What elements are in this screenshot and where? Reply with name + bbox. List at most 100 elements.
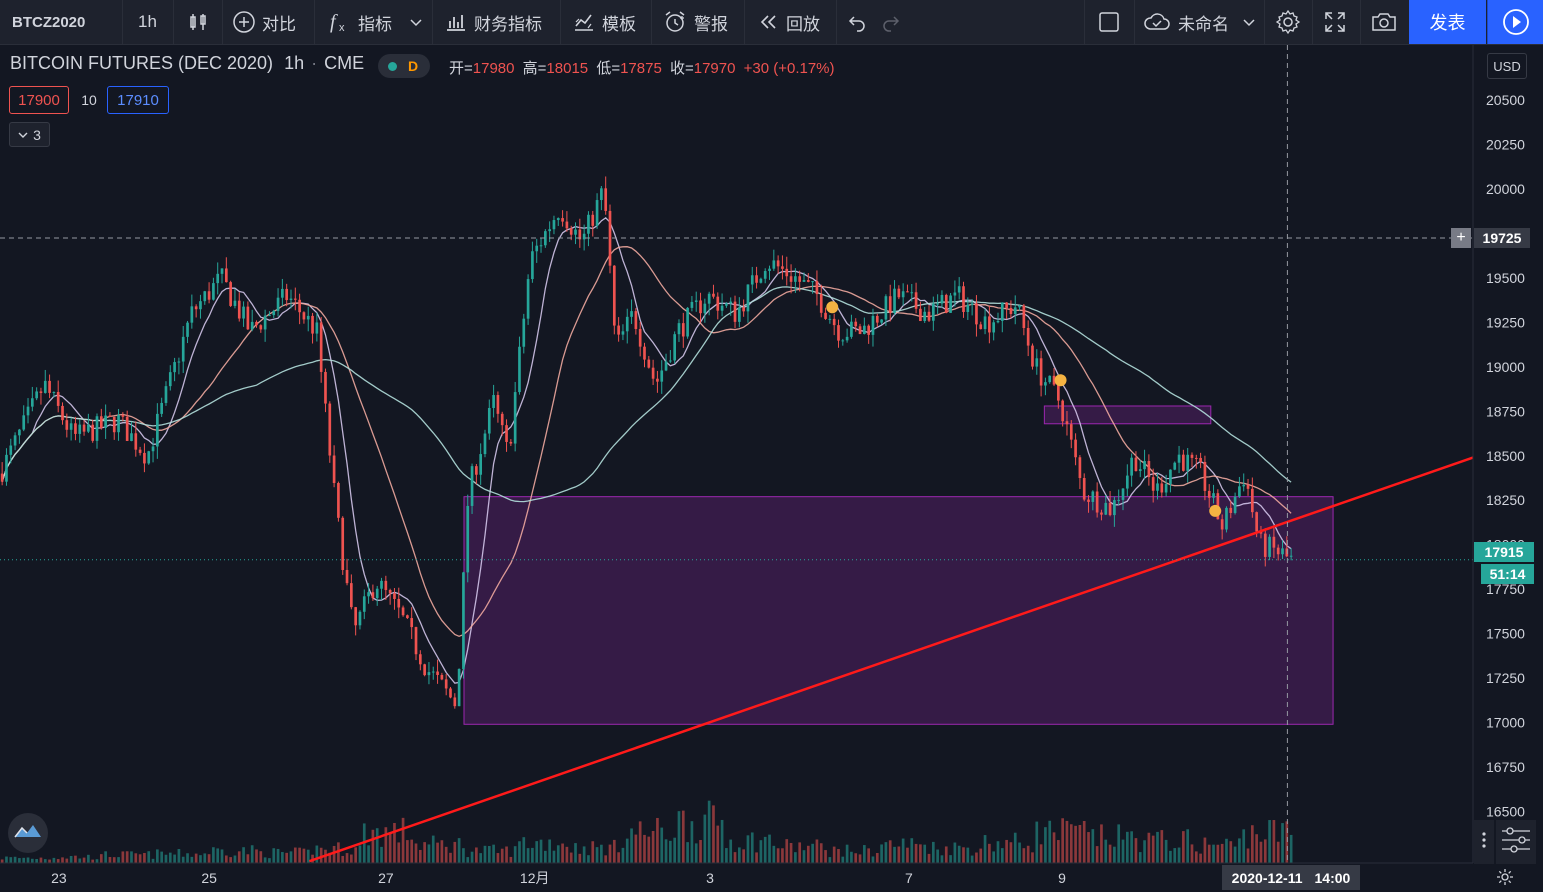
publish-button[interactable]: 发表 [1409,0,1486,44]
volume-bar [9,857,13,863]
candle [5,454,8,482]
candle [949,295,952,313]
moving-average-line-2 [1,286,1292,503]
tradingview-logo[interactable] [8,813,48,853]
symbol-search[interactable]: BTCZ2020 [12,0,85,44]
candle [1164,484,1168,493]
volume-bar [923,844,927,863]
candle [13,435,17,446]
volume-bar [276,848,280,863]
volume-bar [1177,847,1181,863]
sell-button[interactable]: 17900 [9,86,69,114]
chart-settings-button[interactable] [1494,868,1516,890]
volume-bar [556,845,560,863]
compare-button[interactable]: 对比 [232,0,296,44]
candle [694,300,698,302]
buy-button[interactable]: 17910 [107,86,169,114]
candle [604,188,608,211]
alert-button[interactable]: 警报 [662,0,728,44]
candle [1268,536,1271,557]
settings-button[interactable] [1275,0,1307,44]
object-tree-button[interactable] [1496,820,1536,864]
candle [1005,302,1008,308]
candle [660,370,664,382]
volume-bar [729,839,733,863]
replay-button[interactable]: 回放 [756,0,820,44]
candle [281,288,284,298]
price-axis-bg[interactable] [1473,45,1543,892]
indicators-toggle[interactable]: 3 [9,122,50,147]
price-tick-label: 18750 [1486,403,1525,419]
volume-bar [574,843,577,863]
redo-button[interactable] [880,0,908,44]
candle [1229,507,1233,513]
layout-toggle-button[interactable] [1097,0,1127,44]
symbol-legend[interactable]: BITCOIN FUTURES (DEC 2020) 1h · CME [10,53,365,73]
volume-bar [1130,831,1133,863]
add-price-alert-button[interactable]: + [1451,228,1471,248]
volume-bar [677,811,681,863]
volume-bar [48,859,51,863]
market-status-badge[interactable]: D [378,54,430,78]
volume-bar [897,846,901,863]
volume-bar [664,839,668,863]
candle [1082,478,1086,500]
fullscreen-button[interactable] [1323,0,1353,44]
templates-button[interactable]: 模板 [572,0,636,44]
price-tick-label: 18500 [1486,448,1525,464]
volume-bar [647,836,651,863]
volume-bar [1117,824,1121,863]
candle [61,405,64,421]
publish-label: 发表 [1429,13,1466,33]
candle [65,420,69,430]
snapshot-button[interactable] [1370,0,1404,44]
candle [983,316,987,330]
candle [957,286,961,293]
chart-style-button[interactable] [187,0,215,44]
volume-bar [255,849,258,863]
candle [1242,484,1246,487]
gear-icon [1496,868,1514,891]
candle [371,592,375,599]
candle [729,301,733,304]
candle [470,466,474,506]
candle [22,415,26,430]
candle [612,265,616,326]
cloud-layout-button[interactable]: 未命名 [1142,0,1229,44]
chevron-down-icon [408,14,424,30]
volume-bar [1207,844,1211,863]
candle [1190,454,1194,458]
volume-bar [901,838,905,863]
interval-button[interactable]: 1h [138,0,157,44]
more-tools-button[interactable] [1474,820,1494,864]
volume-bar [1151,835,1155,863]
candle [1018,305,1021,308]
candle [99,416,103,428]
candle [285,288,289,301]
volume-bar [479,853,483,863]
volume-bar [983,835,987,863]
volume-bar [707,800,711,863]
layout-dropdown[interactable] [1241,0,1263,44]
volume-bar [99,854,103,863]
candle [832,318,836,326]
indicators-dropdown[interactable] [408,0,430,44]
undo-button[interactable] [846,0,874,44]
candle [1203,461,1207,491]
financials-button[interactable]: 财务指标 [444,0,542,44]
play-button[interactable] [1487,0,1543,44]
volume-bar [746,835,750,863]
candle [863,325,866,335]
volume-bar [703,814,707,863]
candle [970,303,974,305]
price-chart[interactable]: 1650016750170001725017500177501800018250… [0,45,1543,892]
volume-bar [953,842,957,863]
candle [306,315,310,320]
volume-bar [190,856,194,863]
volume-bar [871,856,875,863]
candle [651,367,655,379]
currency-button[interactable]: USD [1487,53,1527,79]
volume-bar [26,857,30,863]
volume-bar [35,858,38,863]
